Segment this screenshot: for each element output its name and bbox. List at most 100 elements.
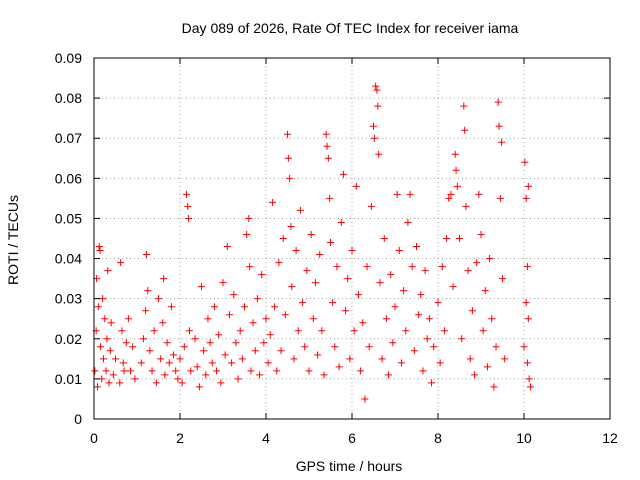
data-point (167, 303, 175, 311)
data-point (320, 371, 328, 379)
data-point (228, 359, 236, 367)
data-point (91, 367, 99, 375)
data-point (447, 190, 455, 198)
data-point (425, 315, 433, 323)
x-axis-ticks: 0 2 4 6 8 10 12 (90, 58, 618, 446)
data-point (521, 158, 529, 166)
data-point (436, 359, 444, 367)
data-point (144, 287, 152, 295)
data-point (525, 375, 533, 383)
x-tick-label: 2 (176, 430, 184, 446)
data-point (266, 331, 274, 339)
x-tick-label: 0 (90, 430, 98, 446)
data-point (284, 154, 292, 162)
data-point (357, 367, 365, 375)
data-point (268, 198, 276, 206)
data-point (327, 239, 334, 247)
data-point (247, 367, 255, 375)
data-point (526, 383, 534, 391)
data-point (161, 371, 169, 379)
data-point (118, 327, 126, 335)
data-point (96, 247, 104, 255)
data-point (241, 303, 248, 311)
data-point (367, 202, 375, 210)
data-point (202, 371, 210, 379)
data-point (452, 166, 460, 174)
data-point (264, 359, 272, 367)
data-point (127, 367, 135, 375)
data-point (445, 194, 453, 202)
data-point (206, 339, 214, 347)
data-point (359, 319, 367, 327)
data-point (117, 259, 125, 267)
data-point (391, 303, 399, 311)
data-point (370, 134, 378, 142)
data-point (354, 291, 362, 299)
data-point (107, 319, 115, 327)
data-point (326, 194, 334, 202)
data-point (104, 267, 112, 275)
y-tick-label: 0 (74, 411, 82, 427)
data-point (246, 263, 254, 271)
data-point (468, 307, 476, 315)
data-point (483, 363, 491, 371)
data-point (116, 379, 124, 387)
data-point (94, 303, 102, 311)
data-point (423, 335, 431, 343)
data-point (187, 367, 195, 375)
data-point (523, 359, 531, 367)
data-point (376, 279, 384, 287)
data-point (385, 371, 393, 379)
data-point (524, 182, 532, 190)
data-point (172, 367, 180, 375)
data-point (460, 102, 468, 110)
data-point (99, 295, 107, 303)
data-point (473, 259, 481, 267)
data-point (120, 367, 128, 375)
y-tick-label: 0.01 (55, 371, 82, 387)
data-point (352, 182, 360, 190)
data-point (499, 275, 506, 283)
data-point (335, 363, 343, 371)
data-point (453, 182, 461, 190)
data-point (102, 367, 110, 375)
data-point (363, 263, 371, 271)
data-point (221, 351, 229, 359)
data-point (208, 359, 216, 367)
data-point (329, 299, 337, 307)
data-point (339, 170, 347, 178)
data-point (238, 355, 246, 363)
data-point (191, 335, 199, 343)
data-point (146, 347, 154, 355)
data-point (119, 359, 127, 367)
data-point (428, 379, 436, 387)
data-point (142, 307, 150, 315)
data-point (159, 319, 167, 327)
data-point (249, 319, 257, 327)
data-point (348, 247, 356, 255)
data-point (251, 347, 259, 355)
data-point (475, 190, 483, 198)
data-point (415, 311, 423, 319)
data-point (456, 235, 463, 242)
data-point (131, 375, 139, 383)
x-tick-label: 8 (434, 430, 442, 446)
data-point (350, 327, 358, 335)
data-point (299, 299, 307, 307)
data-point (370, 122, 377, 130)
data-point (378, 355, 386, 363)
y-tick-label: 0.08 (55, 90, 82, 106)
data-point (417, 291, 425, 299)
data-point (400, 287, 408, 295)
data-point (256, 371, 264, 379)
x-tick-label: 12 (602, 430, 618, 446)
data-point (210, 303, 218, 311)
data-point (397, 359, 405, 367)
data-point (195, 383, 203, 391)
data-point (389, 339, 397, 347)
data-point (215, 331, 223, 339)
data-point (333, 263, 341, 271)
data-point (109, 371, 117, 379)
data-point (372, 82, 380, 90)
